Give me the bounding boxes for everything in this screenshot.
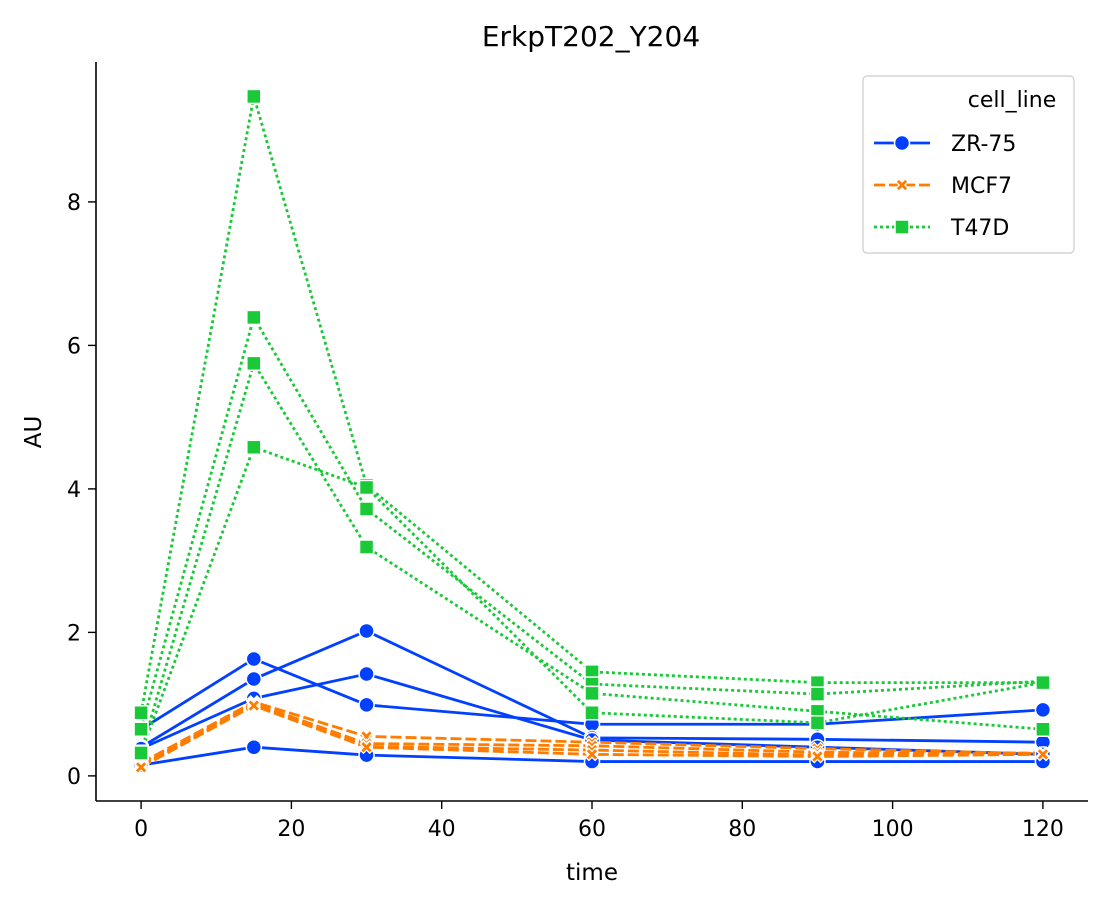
- y-tick-label: 0: [67, 765, 81, 790]
- data-point-t47d: [809, 715, 826, 731]
- series-line-t47d: [139, 445, 1044, 754]
- series-line-zr-75: [140, 657, 1043, 731]
- data-point-t47d: [133, 745, 149, 761]
- x-tick-label: 40: [428, 817, 456, 842]
- legend-frame: [862, 75, 1075, 254]
- data-point-t47d: [358, 501, 375, 517]
- data-point-mcf7: [246, 698, 261, 713]
- series-line-t47d: [139, 313, 1043, 730]
- data-point-mcf7: [810, 749, 825, 764]
- data-point-mcf7: [134, 760, 149, 775]
- data-point-zr-75: [245, 670, 263, 688]
- legend-marker-zr-75: [893, 134, 911, 152]
- x-tick-label: 100: [872, 817, 914, 842]
- data-point-mcf7: [1035, 747, 1050, 762]
- series-line-zr-75: [140, 672, 1043, 756]
- data-point-mcf7: [585, 747, 599, 762]
- legend-marker-mcf7: [895, 178, 909, 192]
- series-line-t47d: [139, 359, 1044, 753]
- data-point-mcf7: [359, 740, 374, 755]
- y-tick-label: 4: [67, 478, 81, 503]
- x-axis-label: time: [566, 860, 618, 886]
- y-ticks: 0 2 4 6 8: [67, 191, 96, 790]
- data-point-t47d: [1035, 674, 1051, 691]
- x-tick-label: 120: [1022, 817, 1064, 842]
- data-point-t47d: [1035, 721, 1051, 738]
- data-point-t47d: [133, 721, 149, 738]
- legend-entries: ZR-75 MCF7 T47D: [874, 132, 1016, 241]
- data-point-t47d: [358, 479, 375, 496]
- series-line-mcf7: [140, 704, 1043, 769]
- legend-title: cell_line: [968, 88, 1057, 113]
- legend-label-mcf7: MCF7: [951, 174, 1012, 199]
- x-tick-label: 60: [578, 817, 606, 842]
- data-point-t47d: [809, 686, 826, 702]
- data-point-t47d: [584, 685, 600, 702]
- data-point-zr-75: [245, 738, 263, 756]
- x-tick-label: 80: [728, 817, 756, 842]
- y-tick-label: 2: [67, 621, 81, 646]
- x-tick-label: 0: [134, 817, 148, 842]
- data-point-t47d: [246, 88, 262, 105]
- data-point-t47d: [246, 309, 262, 326]
- data-point-zr-75: [358, 696, 375, 714]
- legend-label-t47d: T47D: [950, 216, 1009, 241]
- legend: cell_line ZR-75 MCF7 T47D: [862, 75, 1075, 254]
- data-point-t47d: [358, 539, 375, 555]
- legend-label-zr-75: ZR-75: [951, 132, 1016, 157]
- plot-area: [132, 88, 1052, 775]
- data-point-zr-75: [358, 622, 375, 640]
- data-point-t47d: [584, 705, 600, 721]
- x-ticks: 0 20 40 60 80 100 120: [134, 801, 1064, 842]
- series-line-zr-75: [140, 629, 1043, 749]
- series-line-t47d: [139, 96, 1043, 714]
- data-point-zr-75: [358, 665, 375, 683]
- data-point-t47d: [246, 355, 262, 372]
- y-tick-label: 8: [67, 191, 81, 216]
- data-point-t47d: [246, 439, 262, 456]
- data-point-zr-75: [245, 650, 263, 668]
- legend-marker-t47d: [894, 219, 910, 235]
- data-point-zr-75: [1034, 701, 1052, 719]
- data-point-t47d: [133, 705, 149, 721]
- y-axis-label: AU: [21, 416, 47, 449]
- series-line-zr-75: [140, 745, 1043, 767]
- x-tick-label: 20: [277, 817, 305, 842]
- y-tick-label: 6: [67, 334, 81, 359]
- chart-title: ErkpT202_Y204: [482, 20, 700, 53]
